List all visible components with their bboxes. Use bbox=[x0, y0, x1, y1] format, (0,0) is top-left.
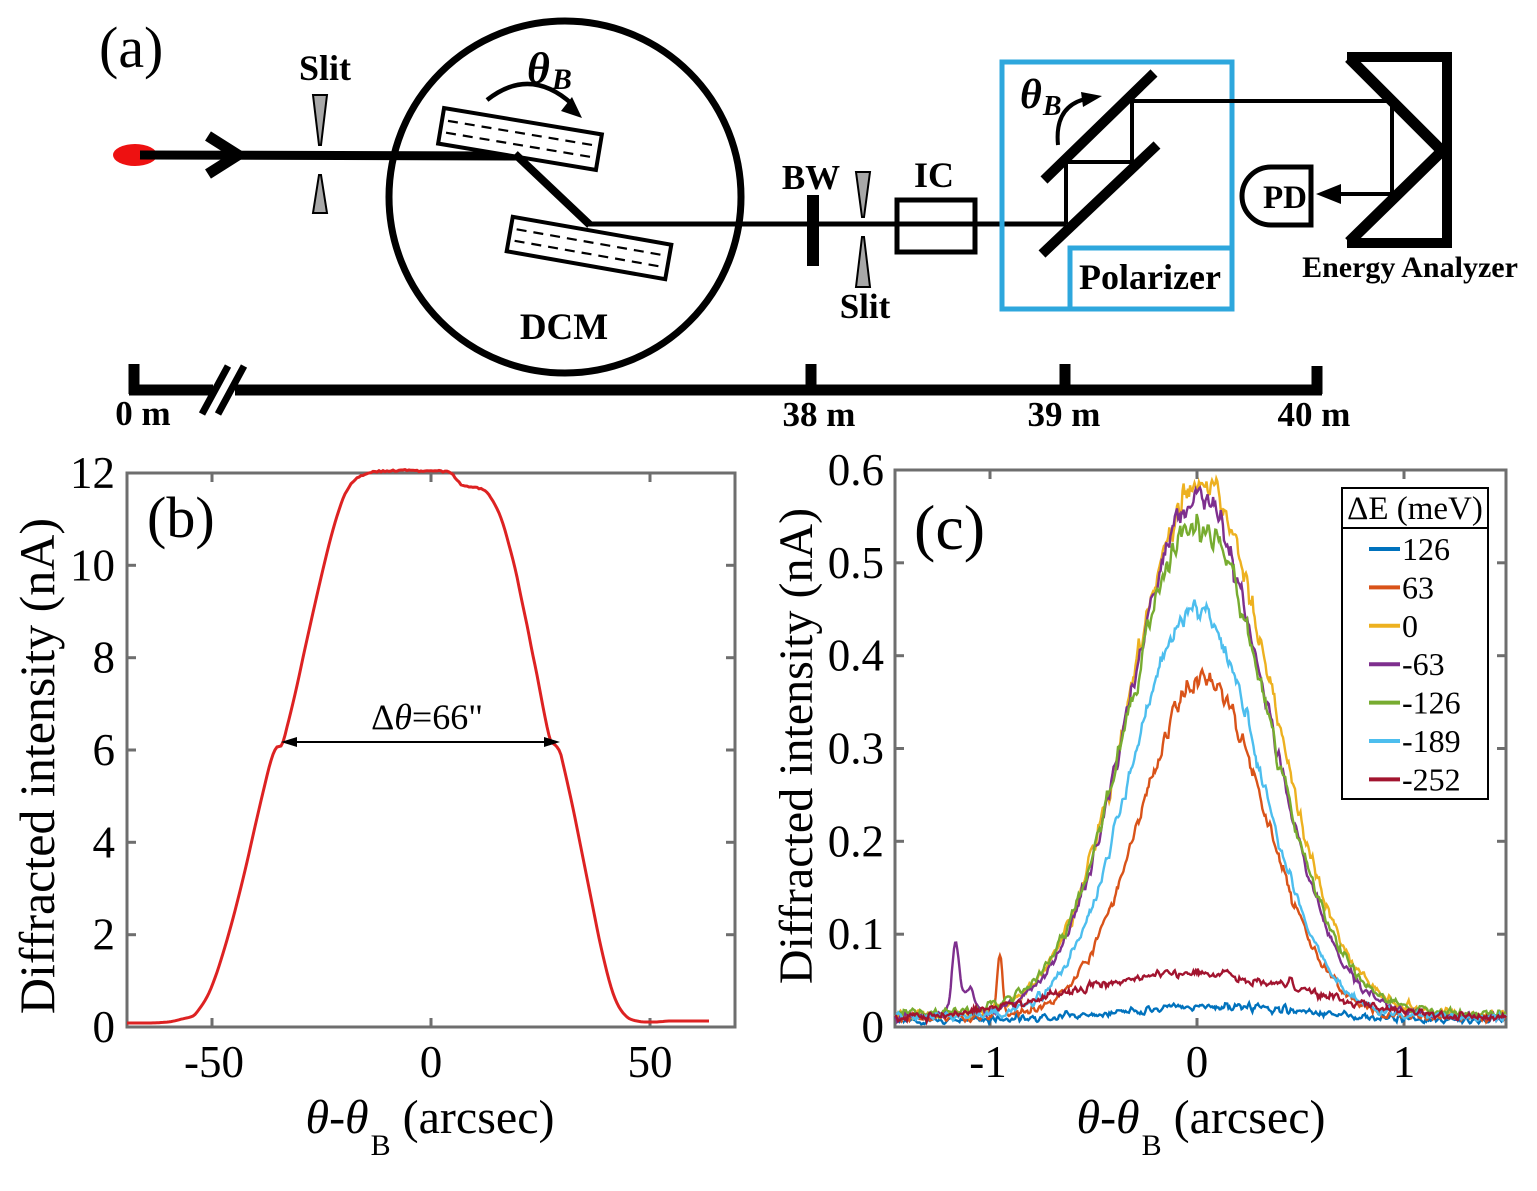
svg-text:2: 2 bbox=[93, 910, 116, 960]
svg-text:-1: -1 bbox=[969, 1037, 1007, 1087]
svg-text:39 m: 39 m bbox=[1028, 395, 1101, 434]
svg-text:1: 1 bbox=[1393, 1037, 1416, 1087]
svg-text:0: 0 bbox=[420, 1037, 443, 1087]
svg-text:Diffracted intensity (nA): Diffracted intensity (nA) bbox=[9, 518, 65, 1014]
svg-text:8: 8 bbox=[93, 633, 116, 683]
svg-text:0: 0 bbox=[862, 1002, 885, 1052]
svg-text:Δθ=66": Δθ=66" bbox=[371, 697, 483, 737]
svg-text:38 m: 38 m bbox=[783, 395, 856, 434]
svg-text:θB: θB bbox=[527, 44, 572, 96]
svg-text:ΔE (meV): ΔE (meV) bbox=[1347, 491, 1483, 527]
svg-text:0: 0 bbox=[1402, 608, 1418, 644]
svg-text:10: 10 bbox=[70, 540, 115, 590]
svg-text:-126: -126 bbox=[1402, 685, 1461, 721]
svg-text:0.4: 0.4 bbox=[828, 631, 884, 681]
svg-text:12: 12 bbox=[70, 448, 115, 498]
svg-text:BW: BW bbox=[782, 158, 840, 197]
svg-text:Slit: Slit bbox=[299, 48, 351, 88]
svg-text:0.1: 0.1 bbox=[828, 909, 884, 959]
svg-text:0.5: 0.5 bbox=[828, 538, 884, 588]
svg-text:(b): (b) bbox=[147, 485, 215, 550]
svg-text:4: 4 bbox=[93, 817, 116, 867]
svg-text:0: 0 bbox=[93, 1002, 116, 1052]
svg-text:40 m: 40 m bbox=[1278, 395, 1351, 434]
svg-text:0: 0 bbox=[1186, 1037, 1209, 1087]
svg-text:PD: PD bbox=[1263, 180, 1307, 216]
svg-text:6: 6 bbox=[93, 725, 116, 775]
svg-text:126: 126 bbox=[1402, 531, 1450, 567]
svg-text:0.2: 0.2 bbox=[828, 816, 884, 866]
svg-text:50: 50 bbox=[628, 1037, 673, 1087]
svg-text:0.3: 0.3 bbox=[828, 724, 884, 774]
svg-text:(c): (c) bbox=[914, 492, 985, 563]
svg-text:-252: -252 bbox=[1402, 761, 1461, 797]
svg-text:0.6: 0.6 bbox=[828, 445, 884, 495]
svg-text:63: 63 bbox=[1402, 569, 1434, 605]
svg-text:Slit: Slit bbox=[840, 287, 891, 326]
svg-text:Diffracted intensity (nA): Diffracted intensity (nA) bbox=[770, 508, 823, 984]
svg-text:-189: -189 bbox=[1402, 723, 1461, 759]
svg-text:0 m: 0 m bbox=[115, 394, 170, 433]
svg-text:Polarizer: Polarizer bbox=[1079, 257, 1221, 297]
svg-text:θB: θB bbox=[1020, 72, 1062, 122]
svg-text:(a): (a) bbox=[99, 15, 163, 80]
svg-text:IC: IC bbox=[914, 155, 954, 195]
svg-text:-50: -50 bbox=[184, 1037, 244, 1087]
svg-text:-63: -63 bbox=[1402, 646, 1445, 682]
svg-text:DCM: DCM bbox=[520, 307, 608, 348]
svg-text:Energy Analyzer: Energy Analyzer bbox=[1302, 251, 1518, 284]
